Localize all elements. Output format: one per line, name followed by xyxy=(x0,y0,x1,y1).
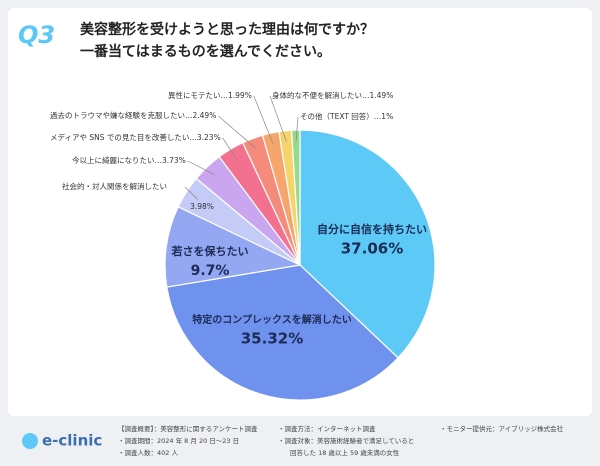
leader-line xyxy=(295,116,299,141)
footer-text: ・モニター提供元：アイブリッジ株式会社 xyxy=(440,424,564,433)
slice-label: 過去のトラウマや嫌な経験を克服したい xyxy=(50,110,185,120)
value-label: 35.32% xyxy=(241,330,303,348)
value-label: 2.49% xyxy=(193,111,217,120)
title-line: 美容整形を受けようと思った理由は何ですか？ xyxy=(80,21,374,38)
value-label: 1.49% xyxy=(370,91,394,100)
leader-line xyxy=(218,115,257,150)
separator: … xyxy=(189,133,197,142)
value-label: 3.73% xyxy=(162,156,186,165)
slice-label: 特定のコンプレックスを解消したい xyxy=(192,313,351,326)
slice-label: 若さを保ちたい xyxy=(172,244,249,258)
footer-text: 【調査概要】：美容整形に関するアンケート調査 xyxy=(118,424,258,433)
slice-label: 今以上に綺麗になりたい xyxy=(72,155,155,165)
footer-text: ・調査期間：2024 年 8 月 20 日〜23 日 xyxy=(118,436,239,445)
footer-text: ・調査対象：美容施術経験者で満足していると xyxy=(278,436,414,445)
value-label: 3.23% xyxy=(197,133,221,142)
logo: e-clinic xyxy=(42,432,102,450)
footer-text: ・調査人数：402 人 xyxy=(118,448,178,457)
slice-label: 自分に自信を持ちたい xyxy=(317,222,427,236)
leader-line xyxy=(222,137,237,159)
separator: … xyxy=(362,91,370,100)
value-label: 1.99% xyxy=(228,91,252,100)
slice-label: その他（TEXT 回答） xyxy=(300,111,374,121)
slice-label-group: 身体的な不便を解消したい…1.49% xyxy=(272,90,393,100)
title-line: 一番当てはまるものを選んでください。 xyxy=(80,43,331,60)
value-label: 3.98% xyxy=(190,202,214,211)
slice-label-group: 異性にモテたい…1.99% xyxy=(168,90,252,100)
leader-line xyxy=(269,95,287,142)
pie-slice xyxy=(290,129,301,266)
pie-slice xyxy=(299,129,436,359)
value-label: 37.06% xyxy=(341,240,403,258)
value-label: 1% xyxy=(381,112,393,121)
value-label: 9.7% xyxy=(191,263,230,279)
leader-line xyxy=(253,95,274,144)
separator: … xyxy=(374,112,382,121)
labels: 自分に自信を持ちたい 37.06% 特定のコンプレックスを解消したい 35.32% 若さ… xyxy=(50,90,427,348)
separator: … xyxy=(185,111,193,120)
separator: … xyxy=(221,91,229,100)
logo-icon xyxy=(22,433,38,449)
slice-label: 身体的な不便を解消したい xyxy=(272,90,362,100)
pie-slice xyxy=(166,264,399,401)
slice-label-group: 過去のトラウマや嫌な経験を克服したい…2.49% xyxy=(50,110,216,120)
slice-label-group: 今以上に綺麗になりたい…3.73% xyxy=(72,155,186,165)
slice-label: メディアや SNS での見た目を改善したい xyxy=(50,132,189,142)
leader-line xyxy=(187,160,215,176)
question-number: Q3 xyxy=(18,21,55,49)
pie-slice xyxy=(164,206,302,288)
separator: … xyxy=(155,156,163,165)
slice-label-group: メディアや SNS での見た目を改善したい…3.23% xyxy=(50,132,221,142)
slice-label: 社会的・対人関係を解消したい xyxy=(62,181,167,191)
pie xyxy=(164,129,436,401)
slice-label-group: その他（TEXT 回答）…1% xyxy=(300,111,393,121)
footer-text: 回答した 18 歳以上 59 歳未満の女性 xyxy=(290,448,400,457)
leader-line xyxy=(184,186,198,200)
slice-label: 異性にモテたい xyxy=(168,90,221,100)
footer-text: ・調査方法：インターネット調査 xyxy=(278,424,376,433)
